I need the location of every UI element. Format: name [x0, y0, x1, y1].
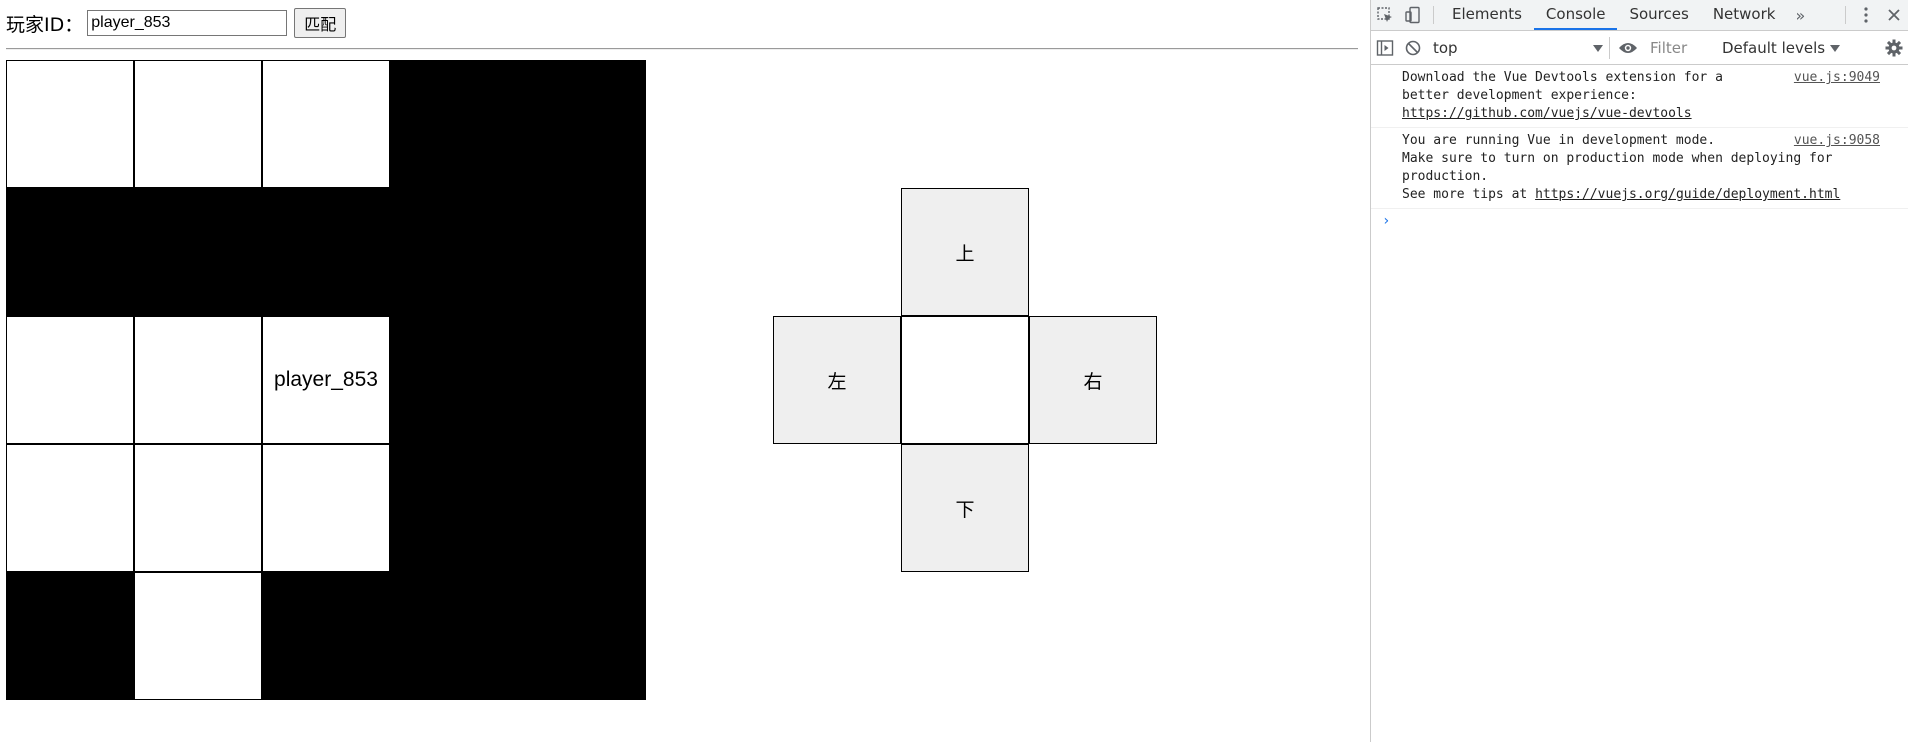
- grid-cell-open: [6, 60, 134, 188]
- sidebar-toggle-icon[interactable]: [1371, 33, 1399, 63]
- log-message-link[interactable]: https://vuejs.org/guide/deployment.html: [1535, 187, 1841, 202]
- log-message: Download the Vue Devtools extension for …: [1402, 69, 1886, 123]
- grid-cell-open: [262, 60, 390, 188]
- grid-cell-open: [134, 572, 262, 700]
- right-button[interactable]: 右: [1029, 316, 1157, 444]
- more-tabs-icon[interactable]: »: [1795, 5, 1806, 25]
- grid-cell-wall: [134, 188, 262, 316]
- console-log-entry: vue.js:9058 You are running Vue in devel…: [1371, 128, 1908, 209]
- grid-cell-wall: [6, 572, 134, 700]
- player-id-input[interactable]: [87, 10, 288, 36]
- grid-cell-open: [134, 60, 262, 188]
- log-message-text: You are running Vue in development mode.…: [1402, 133, 1833, 202]
- dropdown-arrow-icon: [1830, 39, 1841, 57]
- devtools-tabs: Elements Console Sources Network: [1440, 0, 1787, 30]
- close-icon[interactable]: [1880, 0, 1908, 30]
- log-message: You are running Vue in development mode.…: [1402, 132, 1886, 204]
- eye-icon[interactable]: [1614, 33, 1642, 63]
- console-toolbar: top Default levels: [1371, 31, 1908, 65]
- console-filter-input[interactable]: [1648, 35, 1712, 60]
- left-button[interactable]: 左: [773, 316, 901, 444]
- grid-cell-open: [6, 444, 134, 572]
- tabbar-separator: [1845, 6, 1846, 24]
- grid-cell-open: [262, 444, 390, 572]
- grid-cell-wall: [262, 188, 390, 316]
- log-source-link[interactable]: vue.js:9049: [1793, 70, 1880, 85]
- tabbar-right: [1839, 0, 1908, 30]
- tabbar-separator: [1433, 6, 1434, 24]
- grid-cell-wall: [390, 572, 518, 700]
- log-message-text: Download the Vue Devtools extension for …: [1402, 70, 1723, 103]
- game-page: 玩家ID： 匹配 player_853 上 左 右 下: [6, 8, 1358, 700]
- device-toolbar-icon[interactable]: [1399, 0, 1427, 30]
- grid-cell-open: player_853: [262, 316, 390, 444]
- match-button[interactable]: 匹配: [294, 8, 347, 38]
- console-settings-gear-icon[interactable]: [1880, 33, 1908, 63]
- tab-console[interactable]: Console: [1533, 0, 1618, 30]
- grid-cell-wall: [518, 444, 646, 572]
- dpad-center: [901, 316, 1029, 444]
- grid-cell-wall: [390, 188, 518, 316]
- kebab-menu-icon[interactable]: [1852, 0, 1880, 30]
- grid-cell-wall: [518, 572, 646, 700]
- grid-cell-open: [134, 316, 262, 444]
- tab-network[interactable]: Network: [1712, 5, 1776, 23]
- clear-console-icon[interactable]: [1399, 33, 1427, 63]
- grid-cell-wall: [518, 60, 646, 188]
- grid-cell-wall: [390, 60, 518, 188]
- log-levels-label: Default levels: [1722, 38, 1826, 57]
- console-log-entry: vue.js:9049 Download the Vue Devtools ex…: [1371, 65, 1908, 128]
- grid-cell-wall: [518, 316, 646, 444]
- context-value: top: [1433, 38, 1458, 57]
- devtools-panel: Elements Console Sources Network » top: [1370, 0, 1908, 742]
- player-id-label: 玩家ID：: [6, 13, 84, 36]
- grid-cell-open: [134, 444, 262, 572]
- dropdown-arrow-icon: [1593, 39, 1603, 57]
- direction-pad: 上 左 右 下: [773, 188, 1157, 572]
- game-grid: player_853: [6, 60, 646, 700]
- devtools-tabbar: Elements Console Sources Network »: [1371, 0, 1908, 31]
- up-button[interactable]: 上: [901, 188, 1029, 316]
- tab-elements[interactable]: Elements: [1452, 5, 1522, 23]
- down-button[interactable]: 下: [901, 444, 1029, 572]
- grid-cell-open: [6, 316, 134, 444]
- grid-cell-wall: [6, 188, 134, 316]
- grid-cell-wall: [518, 188, 646, 316]
- player-bar: 玩家ID： 匹配: [6, 8, 347, 38]
- tab-sources[interactable]: Sources: [1629, 5, 1689, 23]
- log-levels-dropdown[interactable]: Default levels: [1722, 38, 1841, 57]
- context-selector[interactable]: top: [1433, 36, 1610, 59]
- grid-cell-wall: [390, 316, 518, 444]
- grid-cell-wall: [262, 572, 390, 700]
- inspect-element-icon[interactable]: [1371, 0, 1399, 30]
- console-output: vue.js:9049 Download the Vue Devtools ex…: [1371, 65, 1908, 233]
- log-source-link[interactable]: vue.js:9058: [1793, 133, 1880, 148]
- grid-cell-wall: [390, 444, 518, 572]
- divider: [6, 48, 1358, 50]
- console-prompt-icon[interactable]: ›: [1382, 213, 1391, 229]
- log-message-link[interactable]: https://github.com/vuejs/vue-devtools: [1402, 106, 1692, 121]
